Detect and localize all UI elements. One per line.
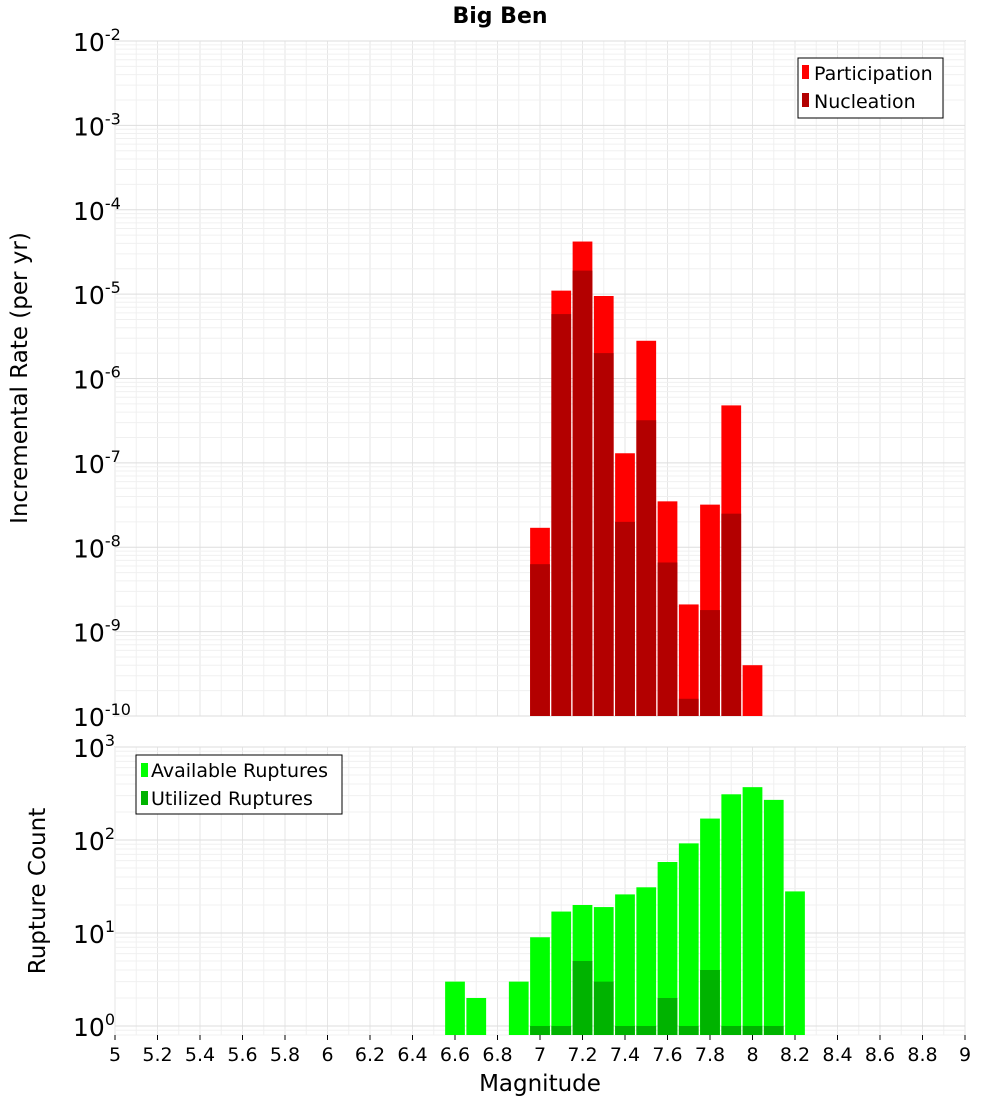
x-tick-label: 5.8	[270, 1044, 300, 1066]
top-grid	[114, 40, 966, 717]
x-tick-label: 8.4	[822, 1044, 852, 1066]
y-tick-label: 10-8	[73, 531, 121, 563]
bottom-y-ticks: 100 101 102 103	[73, 731, 115, 1042]
bottom-panel: 100 101 102 103 5 5.2 5.4 5.6 5.8 6 6.2 6.4 6.6 6.8 7…	[25, 731, 971, 1097]
x-tick-label: 9	[959, 1044, 971, 1066]
legend-swatch-utilized	[141, 791, 148, 805]
y-tick-label: 10-7	[73, 447, 121, 479]
y-tick-label: 10-5	[73, 278, 121, 310]
bottom-grid	[114, 746, 966, 1036]
bar-available-ruptures	[551, 911, 572, 1035]
bar-available-ruptures	[445, 981, 465, 1035]
bar-available-ruptures	[636, 887, 657, 1035]
bar-utilized-ruptures	[615, 1025, 635, 1035]
bottom-legend-box	[135, 754, 343, 815]
legend-label-available: Available Ruptures	[151, 760, 328, 782]
x-tick-label: 7.8	[695, 1044, 725, 1066]
x-tick-label: 6	[321, 1044, 333, 1066]
y-tick-label: 10-6	[73, 363, 121, 395]
x-tick-label: 7.4	[610, 1044, 640, 1066]
x-tick-label: 6.4	[397, 1044, 427, 1066]
y-tick-label: 102	[73, 824, 115, 856]
bar-nucleation	[721, 513, 742, 716]
x-tick-label: 5.6	[227, 1044, 257, 1066]
x-tick-label: 6.2	[355, 1044, 385, 1066]
bar-available-ruptures	[742, 787, 763, 1035]
top-bars	[530, 241, 763, 717]
legend-swatch-nucleation	[802, 93, 809, 107]
bar-utilized-ruptures	[636, 1025, 657, 1035]
x-axis-label: Magnitude	[479, 1071, 601, 1097]
bottom-y-axis-label: Rupture Count	[25, 808, 51, 974]
bar-available-ruptures	[657, 861, 678, 1035]
x-tick-label: 6.8	[482, 1044, 512, 1066]
bar-utilized-ruptures	[700, 969, 720, 1035]
x-tick-label: 8	[746, 1044, 758, 1066]
bar-available-ruptures	[763, 799, 784, 1035]
y-tick-label: 101	[73, 917, 115, 949]
bar-nucleation	[593, 353, 614, 716]
bar-nucleation	[551, 314, 572, 716]
bar-nucleation	[615, 521, 635, 716]
bar-nucleation	[657, 562, 678, 716]
bar-participation	[742, 665, 763, 716]
legend-swatch-participation	[802, 65, 809, 79]
x-tick-label: 7.6	[652, 1044, 682, 1066]
bar-nucleation	[700, 610, 720, 716]
bar-available-ruptures	[615, 894, 635, 1035]
bar-available-ruptures	[466, 997, 487, 1035]
top-y-axis-label: Incremental Rate (per yr)	[7, 232, 33, 524]
y-tick-label: 10-4	[73, 194, 121, 226]
x-tick-label: 6.6	[440, 1044, 470, 1066]
bar-available-ruptures	[721, 794, 742, 1035]
bar-utilized-ruptures	[593, 981, 614, 1035]
bar-nucleation	[678, 698, 699, 716]
bar-participation	[678, 604, 699, 716]
x-tick-label: 8.6	[865, 1044, 895, 1066]
y-tick-label: 10-2	[73, 25, 121, 57]
bar-utilized-ruptures	[763, 1025, 784, 1035]
top-panel: 10-10 10-9 10-8 10-7 10-6 10-5 10-4 10-3 10-2 In…	[7, 25, 966, 732]
y-tick-label: 10-9	[73, 616, 121, 648]
y-tick-label: 103	[73, 731, 115, 763]
top-legend: Participation Nucleation	[797, 57, 944, 119]
legend-label-participation: Participation	[814, 63, 933, 85]
legend-label-utilized: Utilized Ruptures	[151, 788, 313, 810]
x-tick-label: 8.8	[907, 1044, 937, 1066]
bar-available-ruptures	[678, 843, 699, 1035]
x-tick-label: 8.2	[780, 1044, 810, 1066]
bar-utilized-ruptures	[572, 960, 593, 1035]
bar-available-ruptures	[530, 937, 550, 1035]
x-tick-label: 7.2	[567, 1044, 597, 1066]
legend-swatch-available	[141, 763, 148, 777]
x-tick-label: 5.4	[185, 1044, 215, 1066]
x-tick-label: 5.2	[142, 1044, 172, 1066]
bar-utilized-ruptures	[721, 1025, 742, 1035]
bar-utilized-ruptures	[530, 1025, 550, 1035]
top-legend-box	[797, 57, 944, 119]
bar-available-ruptures	[508, 981, 529, 1035]
bar-utilized-ruptures	[678, 1025, 699, 1035]
y-tick-label: 10-10	[73, 700, 131, 732]
bar-available-ruptures	[785, 891, 805, 1035]
bar-nucleation	[636, 420, 657, 716]
bottom-bars	[445, 787, 805, 1035]
x-tick-label: 5	[109, 1044, 121, 1066]
legend-label-nucleation: Nucleation	[814, 91, 916, 113]
x-ticks: 5 5.2 5.4 5.6 5.8 6 6.2 6.4 6.6 6.8 7 7.2 7.4 7.6 7.8 8…	[109, 1035, 971, 1066]
y-tick-label: 10-3	[73, 109, 121, 141]
bar-utilized-ruptures	[551, 1025, 572, 1035]
bar-nucleation	[530, 564, 550, 716]
top-y-ticks: 10-10 10-9 10-8 10-7 10-6 10-5 10-4 10-3 10-2	[73, 25, 131, 732]
chart-title: Big Ben	[452, 4, 547, 29]
x-tick-label: 7	[534, 1044, 546, 1066]
bar-utilized-ruptures	[657, 997, 678, 1035]
bar-nucleation	[572, 270, 593, 716]
bottom-legend: Available Ruptures Utilized Ruptures	[135, 754, 343, 815]
bar-utilized-ruptures	[742, 1025, 763, 1035]
y-tick-label: 100	[73, 1010, 115, 1042]
